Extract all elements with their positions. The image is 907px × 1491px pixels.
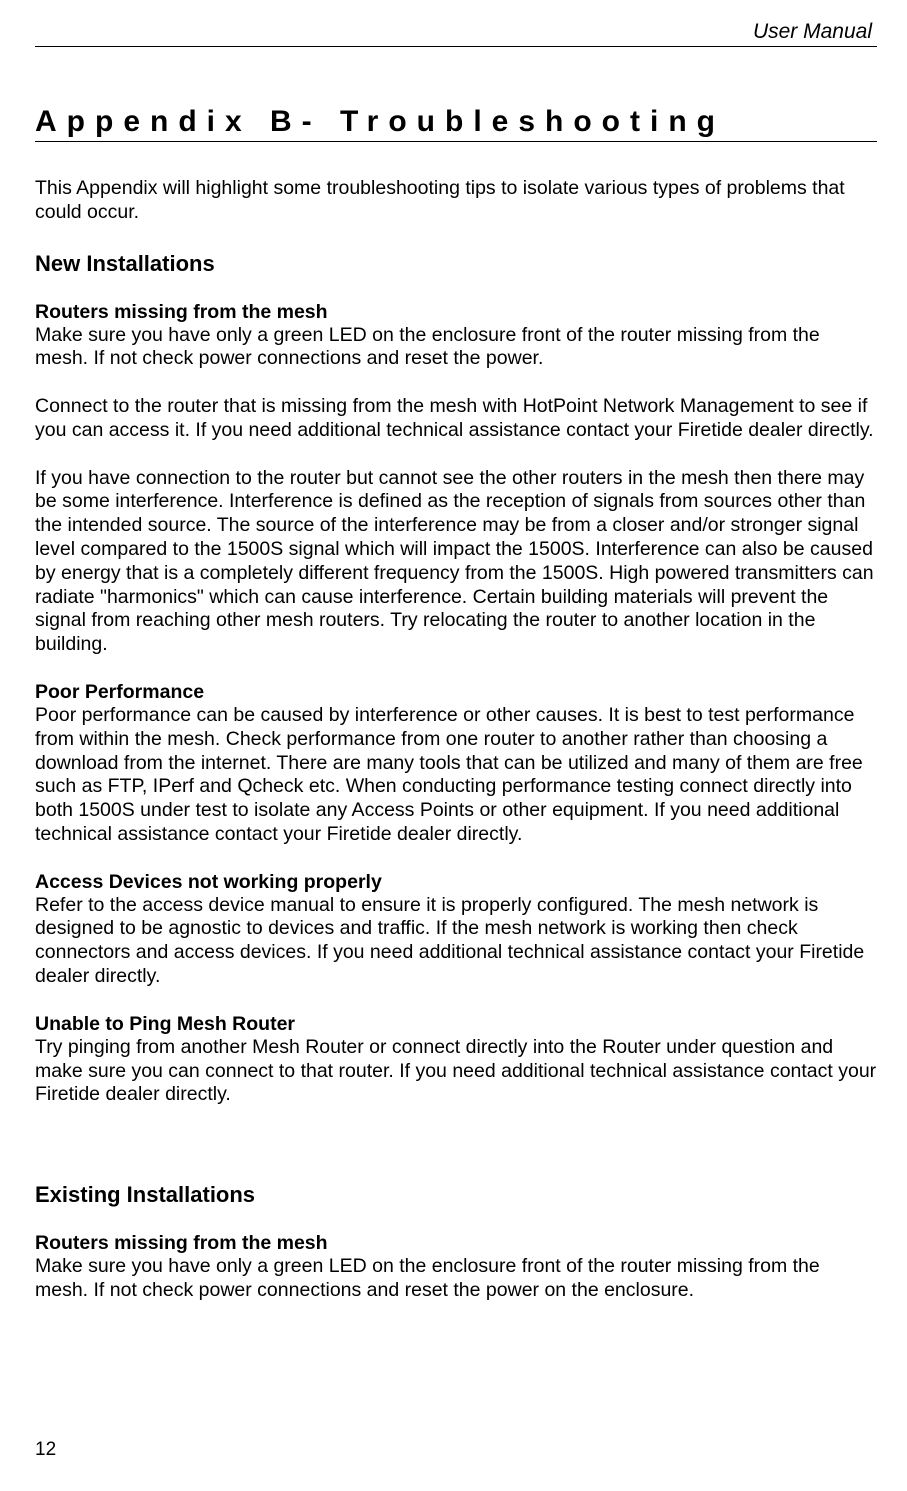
subheading-routers-missing-existing: Routers missing from the mesh [35, 1232, 877, 1255]
subheading-access-devices: Access Devices not working properly [35, 871, 877, 894]
section-heading-existing-installations: Existing Installations [35, 1182, 877, 1208]
subheading-poor-performance: Poor Performance [35, 681, 877, 704]
body-paragraph: If you have connection to the router but… [35, 467, 877, 657]
appendix-title: Appendix B- Troubleshooting [35, 105, 877, 142]
subheading-unable-ping: Unable to Ping Mesh Router [35, 1013, 877, 1036]
body-paragraph: Make sure you have only a green LED on t… [35, 324, 877, 372]
body-paragraph: Refer to the access device manual to ens… [35, 894, 877, 989]
section-heading-new-installations: New Installations [35, 251, 877, 277]
page-number: 12 [35, 1439, 56, 1461]
intro-paragraph: This Appendix will highlight some troubl… [35, 177, 877, 225]
body-paragraph: Poor performance can be caused by interf… [35, 704, 877, 847]
body-paragraph: Make sure you have only a green LED on t… [35, 1255, 877, 1303]
body-paragraph: Try pinging from another Mesh Router or … [35, 1036, 877, 1107]
document-header-title: User Manual [35, 20, 877, 46]
body-paragraph: Connect to the router that is missing fr… [35, 395, 877, 443]
subheading-routers-missing: Routers missing from the mesh [35, 301, 877, 324]
